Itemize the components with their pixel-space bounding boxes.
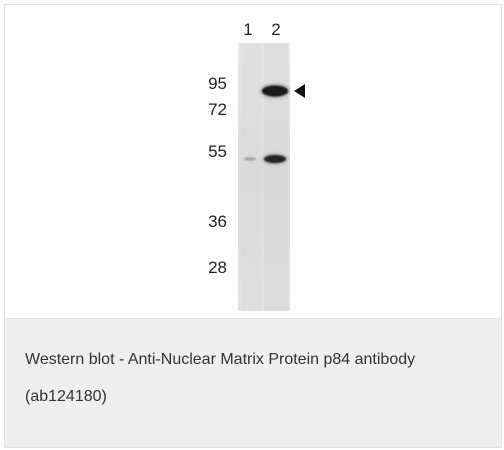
- western-blot-image: 1 2 95 72 55 36 28: [208, 20, 305, 311]
- figure-card: 1 2 95 72 55 36 28 Western blot - Anti-N…: [4, 4, 502, 448]
- mw-marker-95: 95: [208, 74, 227, 93]
- band-lane1-faint: [244, 157, 256, 161]
- band-lane2-lower-glow: [262, 153, 288, 165]
- mw-marker-72: 72: [208, 100, 227, 119]
- mw-marker-28: 28: [208, 258, 227, 277]
- mw-marker-36: 36: [208, 212, 227, 231]
- mw-marker-55: 55: [208, 142, 227, 161]
- lane-1-track: [241, 43, 261, 311]
- lane-2-track: [264, 43, 288, 311]
- band-lane2-upper-glow: [260, 84, 290, 98]
- lane-label-1: 1: [243, 20, 252, 39]
- lane-label-2: 2: [271, 20, 280, 39]
- western-blot-figure: 1 2 95 72 55 36 28: [5, 5, 501, 318]
- arrow-marker-icon: [294, 84, 305, 98]
- caption-text: Western blot - Anti-Nuclear Matrix Prote…: [25, 351, 416, 405]
- figure-caption: Western blot - Anti-Nuclear Matrix Prote…: [5, 318, 501, 447]
